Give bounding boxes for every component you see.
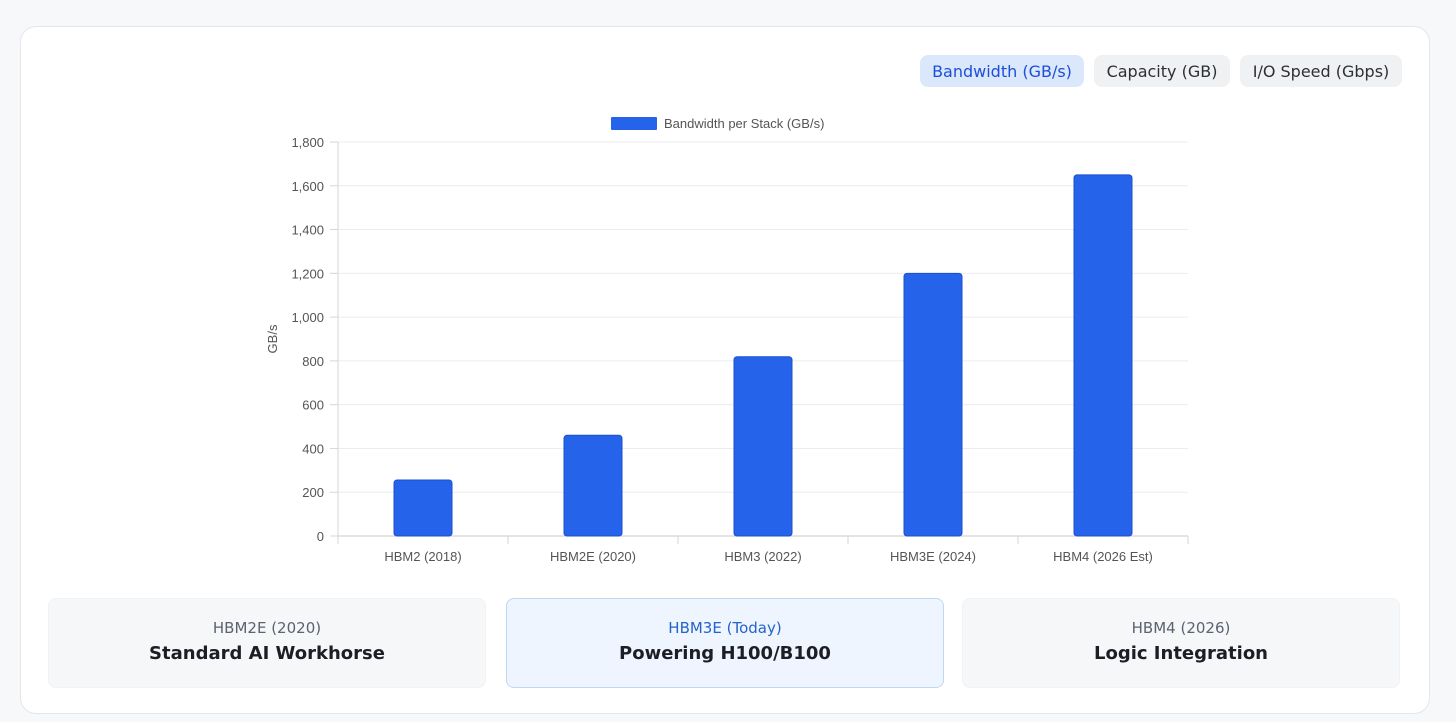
y-tick-label: 200: [302, 485, 324, 500]
y-axis-label: GB/s: [265, 324, 280, 353]
bar[interactable]: [903, 272, 963, 537]
y-tick-label: 600: [302, 398, 324, 413]
x-tick-label: HBM2 (2018): [384, 549, 461, 564]
tab-io-speed[interactable]: I/O Speed (Gbps): [1240, 55, 1402, 87]
bar[interactable]: [733, 356, 793, 537]
tab-bandwidth[interactable]: Bandwidth (GB/s): [920, 55, 1084, 87]
info-card-subtitle: HBM2E (2020): [212, 619, 322, 637]
x-tick-label: HBM3E (2024): [890, 549, 976, 564]
info-card-hbm2e[interactable]: HBM2E (2020) Standard AI Workhorse: [48, 598, 486, 688]
legend-label: Bandwidth per Stack (GB/s): [664, 116, 824, 131]
bar[interactable]: [563, 434, 623, 537]
y-tick-label: 1,800: [291, 135, 324, 150]
y-tick-label: 1,600: [291, 179, 324, 194]
info-card-title: Logic Integration: [1093, 643, 1268, 664]
info-card-hbm3e[interactable]: HBM3E (Today) Powering H100/B100: [506, 598, 944, 688]
main-card: Bandwidth (GB/s) Capacity (GB) I/O Speed…: [20, 26, 1430, 714]
info-card-title: Standard AI Workhorse: [149, 643, 385, 664]
y-tick-label: 1,200: [291, 266, 324, 281]
bar[interactable]: [393, 479, 453, 537]
info-card-subtitle: HBM4 (2026): [1131, 619, 1231, 637]
info-card-hbm4[interactable]: HBM4 (2026) Logic Integration: [962, 598, 1400, 688]
y-tick-label: 1,000: [291, 310, 324, 325]
tab-capacity[interactable]: Capacity (GB): [1094, 55, 1230, 87]
info-card-subtitle: HBM3E (Today): [668, 619, 782, 637]
y-tick-label: 0: [317, 529, 324, 544]
y-tick-label: 800: [302, 354, 324, 369]
y-tick-label: 1,400: [291, 223, 324, 238]
x-tick-label: HBM3 (2022): [724, 549, 801, 564]
info-card-title: Powering H100/B100: [619, 643, 831, 664]
legend-swatch: [611, 117, 657, 130]
y-tick-label: 400: [302, 441, 324, 456]
bar[interactable]: [1073, 174, 1133, 537]
x-tick-label: HBM2E (2020): [550, 549, 636, 564]
x-tick-label: HBM4 (2026 Est): [1053, 549, 1153, 564]
